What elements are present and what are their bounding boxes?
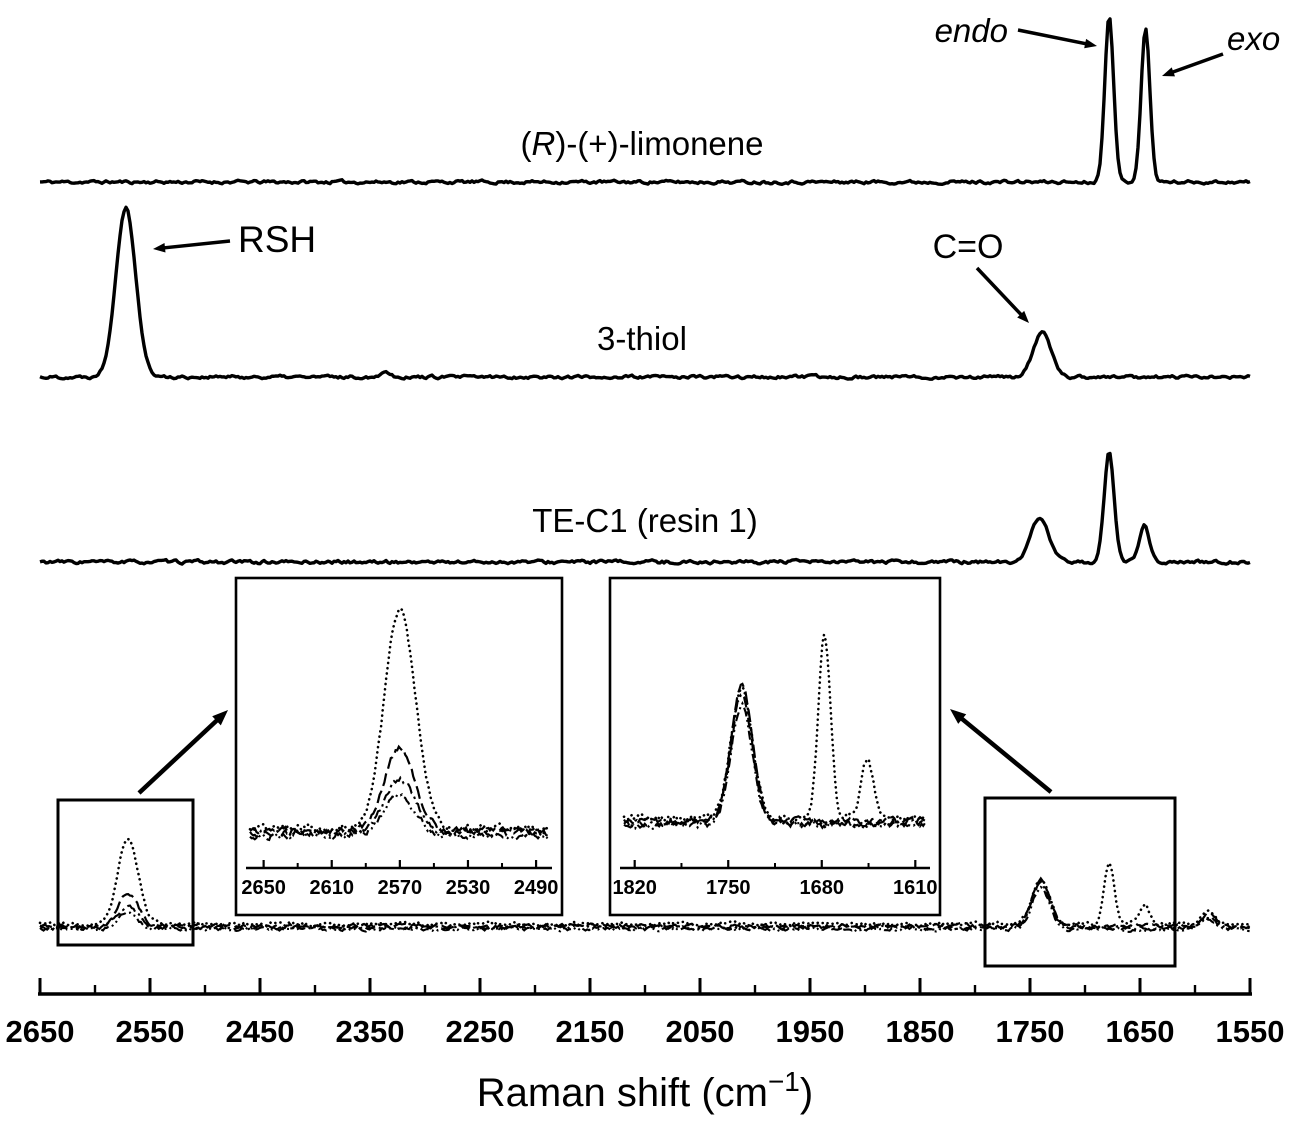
thiol-spectrum-label: 3-thiol <box>597 320 687 357</box>
spectrum-curve-resin <box>39 451 1251 566</box>
x-tick-label: 2550 <box>116 1014 185 1049</box>
inset-curve-thiol-region-spectrum-long-dash <box>249 744 548 836</box>
rsh-arrow-line <box>161 239 231 250</box>
carbonyl-arrow-line <box>975 266 1025 318</box>
endo-peak-label: endo <box>935 12 1008 49</box>
curves-layer <box>38 17 1251 933</box>
inset-tick-label: 1610 <box>893 877 938 899</box>
resin-spectrum-label: TE-C1 (resin 1) <box>532 502 758 539</box>
carbonyl-inset-arrow-line <box>957 714 1053 794</box>
inset-tick-label: 2570 <box>378 877 423 899</box>
x-tick-label: 2650 <box>6 1014 75 1049</box>
endo-arrow-line <box>1017 28 1089 46</box>
labels-layer: endo exo (R)-(+)-limonene RSH C=O 3-thio… <box>238 12 1280 1115</box>
x-axis-title-main: Raman shift (cm <box>477 1071 768 1115</box>
exo-arrow-line <box>1169 52 1224 75</box>
overlay-curve-spectrum-dash-dot-dot <box>39 885 1250 933</box>
limonene-label-pre: ( <box>521 125 532 162</box>
inset-curve-carbonyl-region-spectrum-dotted <box>622 634 927 824</box>
x-tick-label: 2250 <box>446 1014 515 1049</box>
inset-carbonyl-region: 1820 1750 1680 1610 <box>608 576 942 917</box>
x-tick-label: 2450 <box>226 1014 295 1049</box>
limonene-label-r: R <box>532 125 556 162</box>
inset-thiol-region: 2650 2610 2570 2530 2490 <box>234 576 564 917</box>
x-tick-label: 1550 <box>1216 1014 1285 1049</box>
carbonyl-inset-arrow-head <box>950 709 967 724</box>
rsh-arrow-head <box>153 243 166 253</box>
x-axis-title-close: ) <box>800 1071 813 1115</box>
thiol-inset-arrow-head <box>212 710 228 726</box>
spectrum-curve-limonene <box>39 17 1251 187</box>
inset-curve-carbonyl-region-spectrum-dash-dot-dot <box>623 701 926 831</box>
limonene-label-post: )-(+)-limonene <box>555 125 763 162</box>
spectrum-curve-thiol <box>39 205 1251 381</box>
boxes-arrows-layer <box>56 28 1224 968</box>
highlight-box-thiol-region <box>56 798 195 947</box>
x-tick-label: 2350 <box>336 1014 405 1049</box>
x-tick-label: 1850 <box>886 1014 955 1049</box>
inset-tick-label: 1680 <box>800 877 845 899</box>
highlight-box-carbonyl-region <box>983 796 1177 968</box>
x-tick-label: 1750 <box>996 1014 1065 1049</box>
endo-arrow-head <box>1084 38 1097 49</box>
thiol-inset-arrow-line <box>137 716 221 795</box>
x-axis-title: Raman shift (cm−1) <box>477 1066 813 1115</box>
x-axis-title-superscript: −1 <box>768 1066 800 1097</box>
inset-frame-carbonyl-region <box>608 576 942 917</box>
inset-tick-label: 1750 <box>706 877 751 899</box>
carbonyl-peak-label: C=O <box>933 228 1004 266</box>
carbonyl-arrow-head <box>1017 310 1029 323</box>
x-tick-label: 2150 <box>556 1014 625 1049</box>
inset-tick-label: 2530 <box>446 877 491 899</box>
inset-curve-carbonyl-region-spectrum-dash-dot <box>623 693 926 829</box>
x-tick-label: 1950 <box>776 1014 845 1049</box>
limonene-spectrum-label: (R)-(+)-limonene <box>521 125 764 162</box>
inset-frame-thiol-region <box>234 576 564 917</box>
rsh-peak-label: RSH <box>238 219 316 260</box>
inset-tick-label: 2650 <box>241 877 286 899</box>
x-tick-label: 2050 <box>666 1014 735 1049</box>
x-tick-label: 1650 <box>1106 1014 1175 1049</box>
inset-tick-label: 2490 <box>514 877 559 899</box>
exo-arrow-head <box>1162 67 1175 77</box>
inset-tick-label: 2610 <box>309 877 354 899</box>
inset-curve-thiol-region-spectrum-dash-dot-dot <box>249 793 549 842</box>
insets-layer: 2650 2610 2570 2530 2490 1820 1750 1680 1610 <box>234 576 942 917</box>
inset-tick-label: 1820 <box>612 877 657 899</box>
exo-peak-label: exo <box>1227 20 1280 57</box>
x-axis-layer: 2650 2550 2450 2350 2250 2150 2050 1950 1850 1750… <box>6 978 1285 1049</box>
